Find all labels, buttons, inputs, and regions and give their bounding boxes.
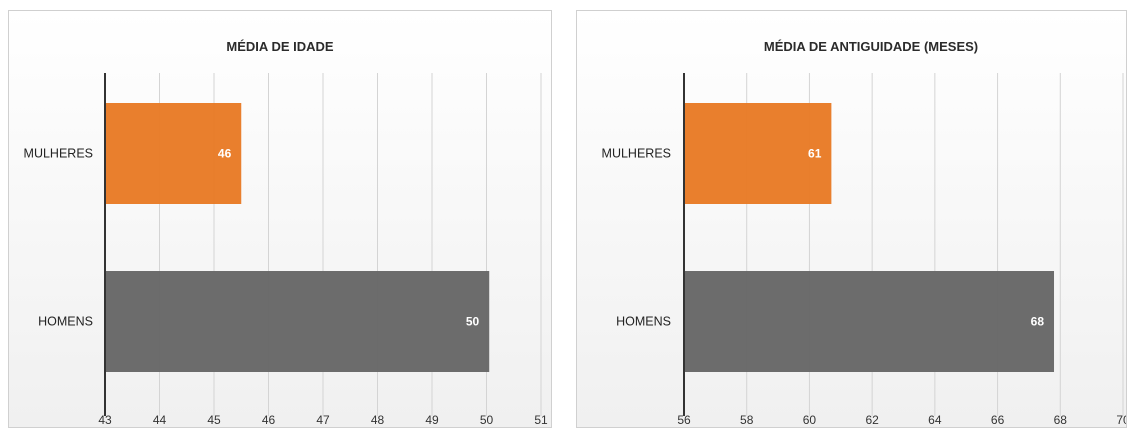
x-tick-label: 44	[153, 413, 167, 427]
x-tick-label: 43	[98, 413, 112, 427]
x-tick-label: 62	[865, 413, 879, 427]
chart-title: MÉDIA DE ANTIGUIDADE (MESES)	[764, 39, 978, 54]
x-tick-label: 70	[1116, 413, 1127, 427]
chart-title: MÉDIA DE IDADE	[226, 39, 333, 54]
bar-homens	[105, 271, 490, 372]
x-tick-label: 66	[991, 413, 1005, 427]
category-label: MULHERES	[602, 147, 671, 161]
x-tick-label: 50	[480, 413, 494, 427]
bar-mulheres	[684, 103, 832, 204]
chart-age-svg: MÉDIA DE IDADE 43 44 45 46 47 48 49 50 51 46 MULHE…	[24, 39, 548, 427]
chart-panel-tenure: MÉDIA DE ANTIGUIDADE (MESES) 56 58 60 62 64 6…	[576, 10, 1127, 428]
data-label: 61	[808, 147, 822, 161]
data-label: 46	[218, 147, 232, 161]
x-tick-label: 47	[316, 413, 330, 427]
x-tick-label: 49	[425, 413, 439, 427]
x-tick-label: 56	[677, 413, 691, 427]
chart-panel-age: MÉDIA DE IDADE 43 44 45 46 47 48 49 50 51 46 MULHE…	[8, 10, 552, 428]
x-tick-label: 51	[534, 413, 548, 427]
x-tick-label: 64	[928, 413, 942, 427]
x-tick-label: 46	[262, 413, 276, 427]
data-label: 68	[1031, 315, 1045, 329]
x-tick-label: 60	[803, 413, 817, 427]
bar-homens	[684, 271, 1055, 372]
category-label: HOMENS	[616, 315, 671, 329]
bar-mulheres	[105, 103, 242, 204]
x-tick-label: 58	[740, 413, 754, 427]
category-label: HOMENS	[38, 315, 93, 329]
x-tick-label: 45	[207, 413, 221, 427]
data-label: 50	[466, 315, 480, 329]
chart-tenure-svg: MÉDIA DE ANTIGUIDADE (MESES) 56 58 60 62 64 6…	[602, 39, 1127, 427]
x-tick-label: 48	[371, 413, 385, 427]
x-tick-label: 68	[1054, 413, 1068, 427]
category-label: MULHERES	[24, 147, 93, 161]
